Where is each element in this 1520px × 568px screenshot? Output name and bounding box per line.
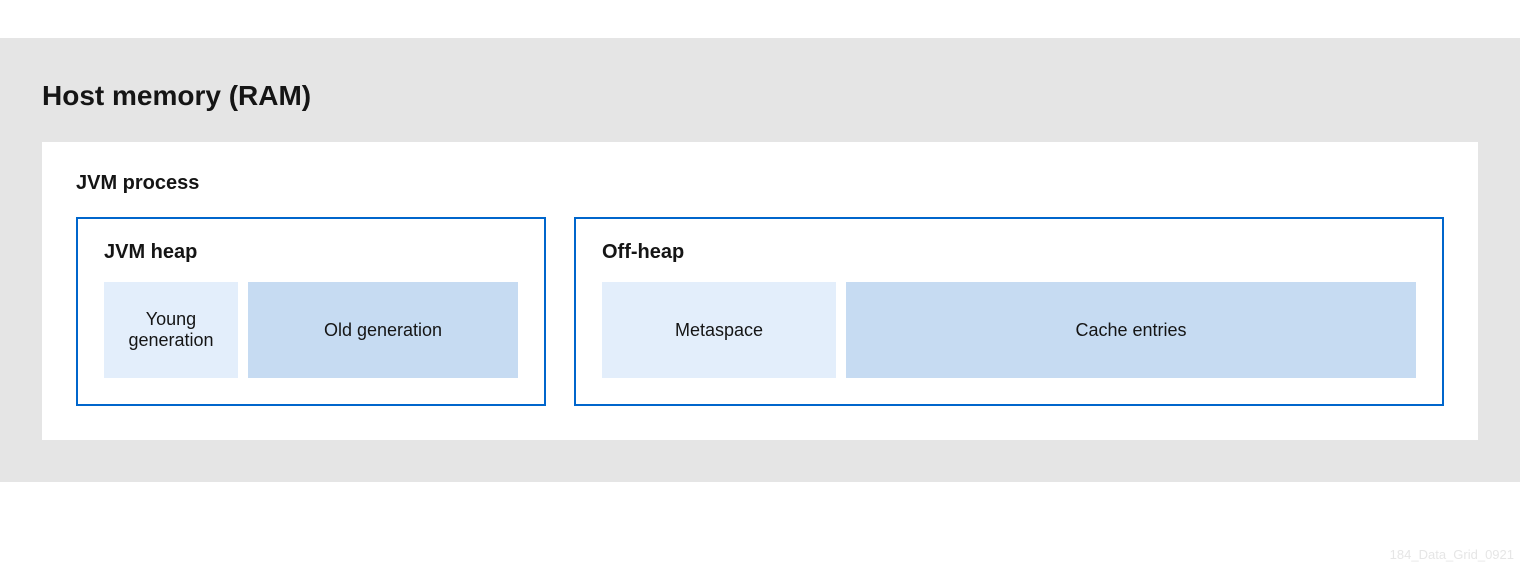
panels-row: JVM heap Young generation Old generation… xyxy=(76,217,1444,406)
off-heap-blocks: Metaspace Cache entries xyxy=(602,282,1416,378)
cache-entries-block: Cache entries xyxy=(846,282,1416,378)
host-memory-container: Host memory (RAM) JVM process JVM heap Y… xyxy=(0,38,1520,482)
jvm-heap-blocks: Young generation Old generation xyxy=(104,282,518,378)
watermark-text: 184_Data_Grid_0921 xyxy=(1390,547,1514,562)
host-memory-title: Host memory (RAM) xyxy=(42,80,1478,112)
metaspace-block: Metaspace xyxy=(602,282,836,378)
off-heap-panel: Off-heap Metaspace Cache entries xyxy=(574,217,1444,406)
off-heap-title: Off-heap xyxy=(602,241,1416,264)
jvm-process-title: JVM process xyxy=(76,172,1444,195)
jvm-heap-panel: JVM heap Young generation Old generation xyxy=(76,217,546,406)
young-generation-block: Young generation xyxy=(104,282,238,378)
jvm-process-container: JVM process JVM heap Young generation Ol… xyxy=(42,142,1478,440)
jvm-heap-title: JVM heap xyxy=(104,241,518,264)
old-generation-block: Old generation xyxy=(248,282,518,378)
